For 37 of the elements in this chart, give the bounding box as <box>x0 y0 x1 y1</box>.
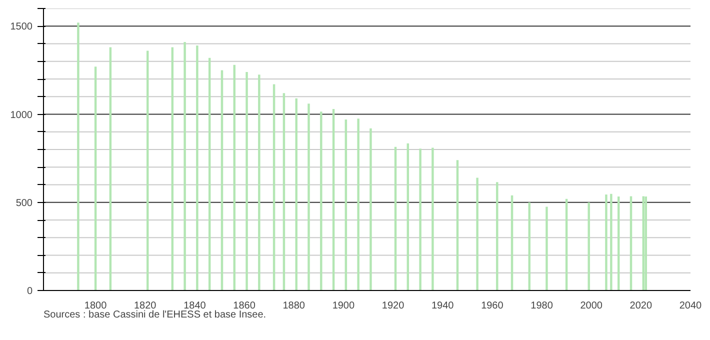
x-tick-label: 1960 <box>481 300 504 312</box>
bar <box>419 148 422 290</box>
x-tick-label: 1880 <box>282 300 306 312</box>
bar <box>476 178 478 290</box>
source-note: Sources : base Cassini de l'EHESS et base Insee. <box>44 310 266 320</box>
bar <box>546 206 548 290</box>
x-tick-label: 1800 <box>84 300 108 312</box>
x-tick-label: 1980 <box>530 300 554 312</box>
bar <box>184 42 186 290</box>
bar <box>432 148 434 290</box>
x-tick-label: 1820 <box>134 300 157 312</box>
bar <box>496 182 498 290</box>
x-tick-label: 2040 <box>679 300 702 312</box>
x-tick-label: 1840 <box>184 300 206 312</box>
y-tick-label: 500 <box>16 198 33 209</box>
bar <box>246 72 248 290</box>
bar <box>370 128 372 290</box>
x-tick-label: 1900 <box>332 300 356 312</box>
bar <box>295 98 298 290</box>
y-tick-label: 0 <box>26 286 33 297</box>
bar <box>610 194 612 290</box>
x-tick-label: 2020 <box>630 300 652 312</box>
x-tick-label: 2000 <box>580 300 603 312</box>
x-tick-label: 1920 <box>382 300 405 312</box>
y-tick-label: 1500 <box>10 22 33 33</box>
bar <box>220 70 224 290</box>
bar <box>357 118 360 290</box>
bar <box>258 74 260 290</box>
bar <box>308 104 310 290</box>
bar <box>77 22 80 290</box>
y-tick-label: 1000 <box>10 110 33 121</box>
bar <box>320 112 322 290</box>
x-tick-label: 1940 <box>431 300 454 312</box>
x-tick-label: 1860 <box>233 300 256 312</box>
bar <box>196 46 198 290</box>
bar <box>605 194 608 290</box>
bar <box>588 202 590 290</box>
